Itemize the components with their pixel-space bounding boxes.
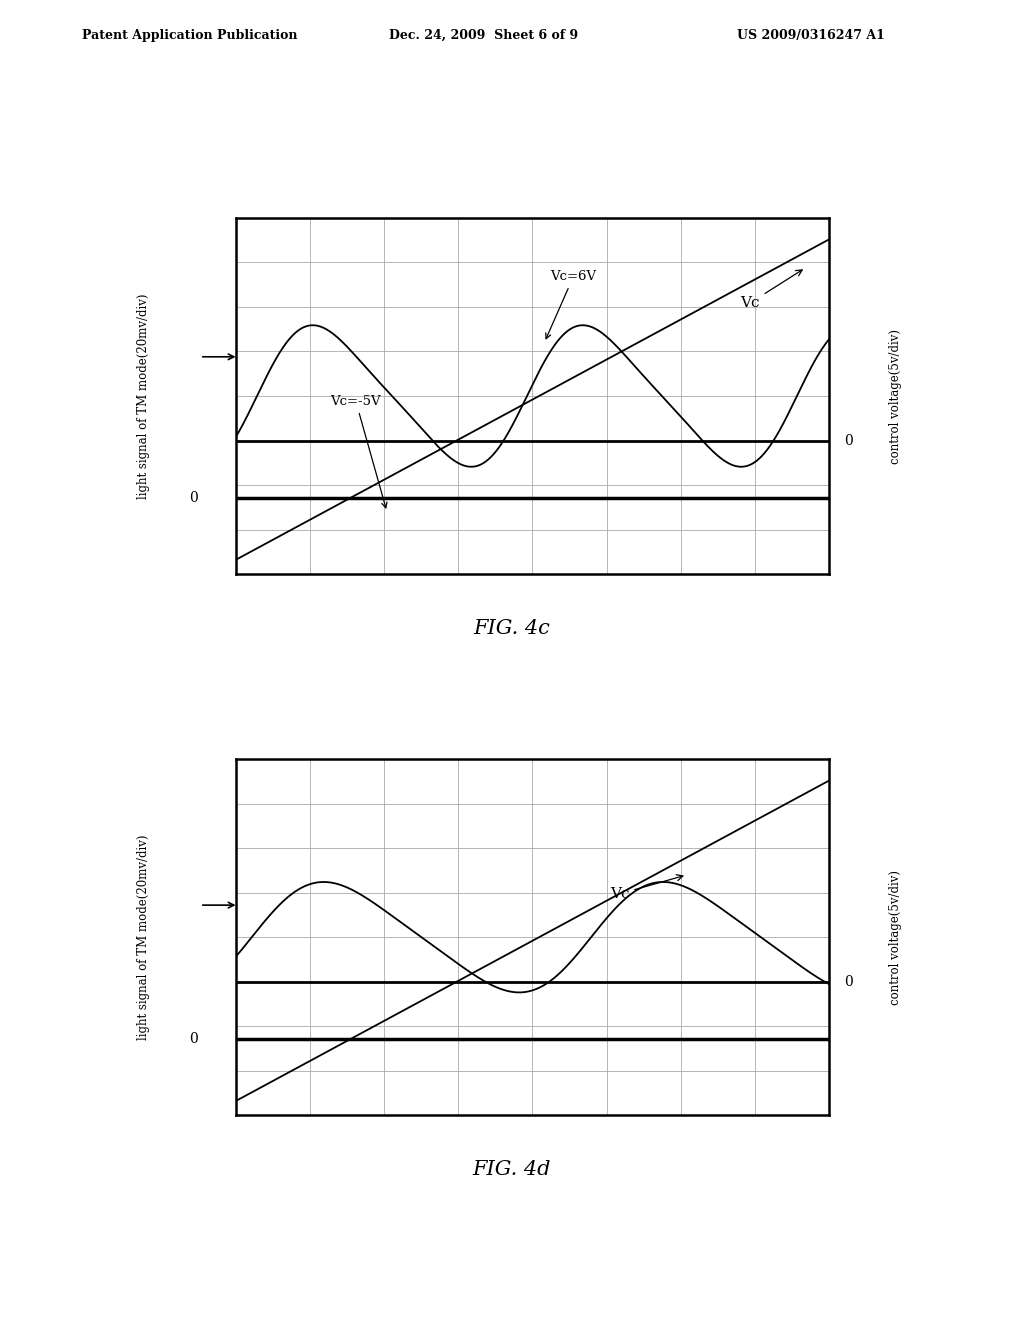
Text: 0: 0 <box>844 974 853 989</box>
Text: light signal of TM mode(20mv/div): light signal of TM mode(20mv/div) <box>137 293 150 499</box>
Text: FIG. 4d: FIG. 4d <box>473 1160 551 1179</box>
Text: Vc=-5V: Vc=-5V <box>331 395 387 508</box>
Text: Dec. 24, 2009  Sheet 6 of 9: Dec. 24, 2009 Sheet 6 of 9 <box>389 29 579 42</box>
Text: control voltage(5v/div): control voltage(5v/div) <box>890 329 902 463</box>
Text: Vc: Vc <box>740 269 802 310</box>
Text: US 2009/0316247 A1: US 2009/0316247 A1 <box>737 29 885 42</box>
Text: 0: 0 <box>844 433 853 447</box>
Text: 0: 0 <box>189 491 199 504</box>
Text: light signal of TM mode(20mv/div): light signal of TM mode(20mv/div) <box>137 834 150 1040</box>
Text: FIG. 4c: FIG. 4c <box>473 619 551 638</box>
Text: Patent Application Publication: Patent Application Publication <box>82 29 297 42</box>
Text: Vc: Vc <box>609 875 683 902</box>
Text: 0: 0 <box>189 1032 199 1045</box>
Text: control voltage(5v/div): control voltage(5v/div) <box>890 870 902 1005</box>
Text: Vc=6V: Vc=6V <box>546 271 596 339</box>
